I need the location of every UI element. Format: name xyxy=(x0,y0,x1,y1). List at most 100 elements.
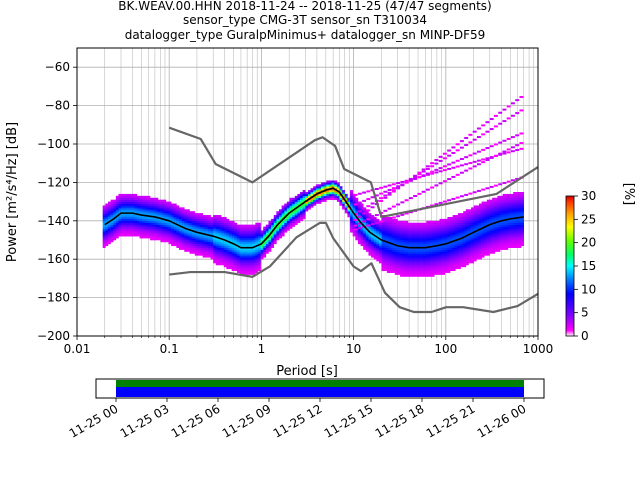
density-cell xyxy=(242,266,246,270)
density-cell xyxy=(263,228,267,231)
density-cell xyxy=(397,257,401,260)
density-cell xyxy=(394,241,398,245)
density-cell xyxy=(405,264,409,268)
density-cell xyxy=(279,216,282,220)
density-cell xyxy=(305,193,309,197)
density-cell xyxy=(352,215,356,218)
density-cell xyxy=(326,180,330,183)
density-cell xyxy=(410,228,414,231)
density-cell xyxy=(460,247,464,250)
density-cell xyxy=(126,220,130,224)
density-cell xyxy=(157,238,161,241)
density-cell xyxy=(126,205,130,208)
outlier-cell xyxy=(455,173,460,176)
density-cell xyxy=(234,261,238,264)
density-cell xyxy=(402,228,406,231)
density-cell xyxy=(502,241,506,245)
density-cell xyxy=(152,224,156,227)
outlier-cell xyxy=(442,152,447,155)
density-cell xyxy=(242,228,246,231)
density-cell xyxy=(457,266,461,270)
density-cell xyxy=(389,257,393,260)
outlier-cell xyxy=(391,189,396,192)
density-cell xyxy=(405,243,409,247)
density-cell xyxy=(107,215,111,218)
density-cell xyxy=(160,224,164,227)
density-cell xyxy=(102,218,106,222)
density-cell xyxy=(444,253,448,256)
density-cell xyxy=(434,234,438,237)
density-cell xyxy=(436,240,440,243)
density-cell xyxy=(518,218,522,222)
density-cell xyxy=(442,270,446,273)
density-cell xyxy=(505,215,509,218)
density-cell xyxy=(389,234,393,237)
density-cell xyxy=(350,224,353,227)
density-cell xyxy=(431,268,435,272)
outlier-cell xyxy=(425,188,430,191)
density-cell xyxy=(447,216,451,220)
density-cell xyxy=(179,211,182,214)
density-cell xyxy=(186,216,190,220)
density-cell xyxy=(205,240,209,243)
density-cell xyxy=(239,249,243,252)
density-cell xyxy=(328,193,332,197)
density-cell xyxy=(494,218,498,222)
density-cell xyxy=(457,253,461,256)
density-cell xyxy=(500,201,503,204)
density-cell xyxy=(410,232,414,235)
density-cell xyxy=(215,230,219,233)
density-cell xyxy=(418,228,422,231)
density-cell xyxy=(173,216,177,220)
density-cell xyxy=(410,259,414,262)
density-cell xyxy=(297,218,301,222)
density-cell xyxy=(360,218,364,222)
density-cell xyxy=(505,195,509,199)
density-cell xyxy=(252,264,256,268)
density-cell xyxy=(442,238,446,241)
density-cell xyxy=(244,230,248,233)
density-cell xyxy=(192,215,196,218)
density-cell xyxy=(515,209,519,212)
density-cell xyxy=(352,207,356,210)
density-cell xyxy=(123,218,127,222)
density-cell xyxy=(515,199,519,202)
density-cell xyxy=(268,220,272,224)
density-cell xyxy=(415,247,419,250)
density-cell xyxy=(518,245,522,248)
density-cell xyxy=(497,197,501,200)
y-tick-label: −180 xyxy=(37,291,70,305)
density-cell xyxy=(344,211,348,214)
density-cell xyxy=(107,222,111,225)
density-cell xyxy=(410,274,414,277)
density-cell xyxy=(397,222,401,225)
density-cell xyxy=(500,205,503,208)
density-cell xyxy=(163,211,167,214)
density-cell xyxy=(273,240,277,243)
density-cell xyxy=(373,228,377,231)
density-cell xyxy=(381,264,385,268)
density-cell xyxy=(192,232,196,235)
density-cell xyxy=(418,249,422,252)
density-cell xyxy=(478,205,482,208)
density-cell xyxy=(405,236,409,239)
density-cell xyxy=(173,224,177,227)
density-cell xyxy=(500,243,503,247)
density-cell xyxy=(205,228,209,231)
density-cell xyxy=(226,253,230,256)
density-cell xyxy=(389,261,393,264)
density-cell xyxy=(500,203,503,206)
density-cell xyxy=(426,238,430,241)
density-cell xyxy=(105,211,109,214)
density-cell xyxy=(415,241,419,245)
density-cell xyxy=(452,228,456,231)
density-cell xyxy=(518,243,522,247)
density-cell xyxy=(476,247,480,250)
outlier-cell xyxy=(464,136,469,139)
density-cell xyxy=(218,234,222,237)
density-cell xyxy=(186,247,190,250)
density-cell xyxy=(465,263,469,266)
density-cell xyxy=(231,240,235,243)
density-cell xyxy=(421,236,425,239)
density-cell xyxy=(386,268,390,272)
